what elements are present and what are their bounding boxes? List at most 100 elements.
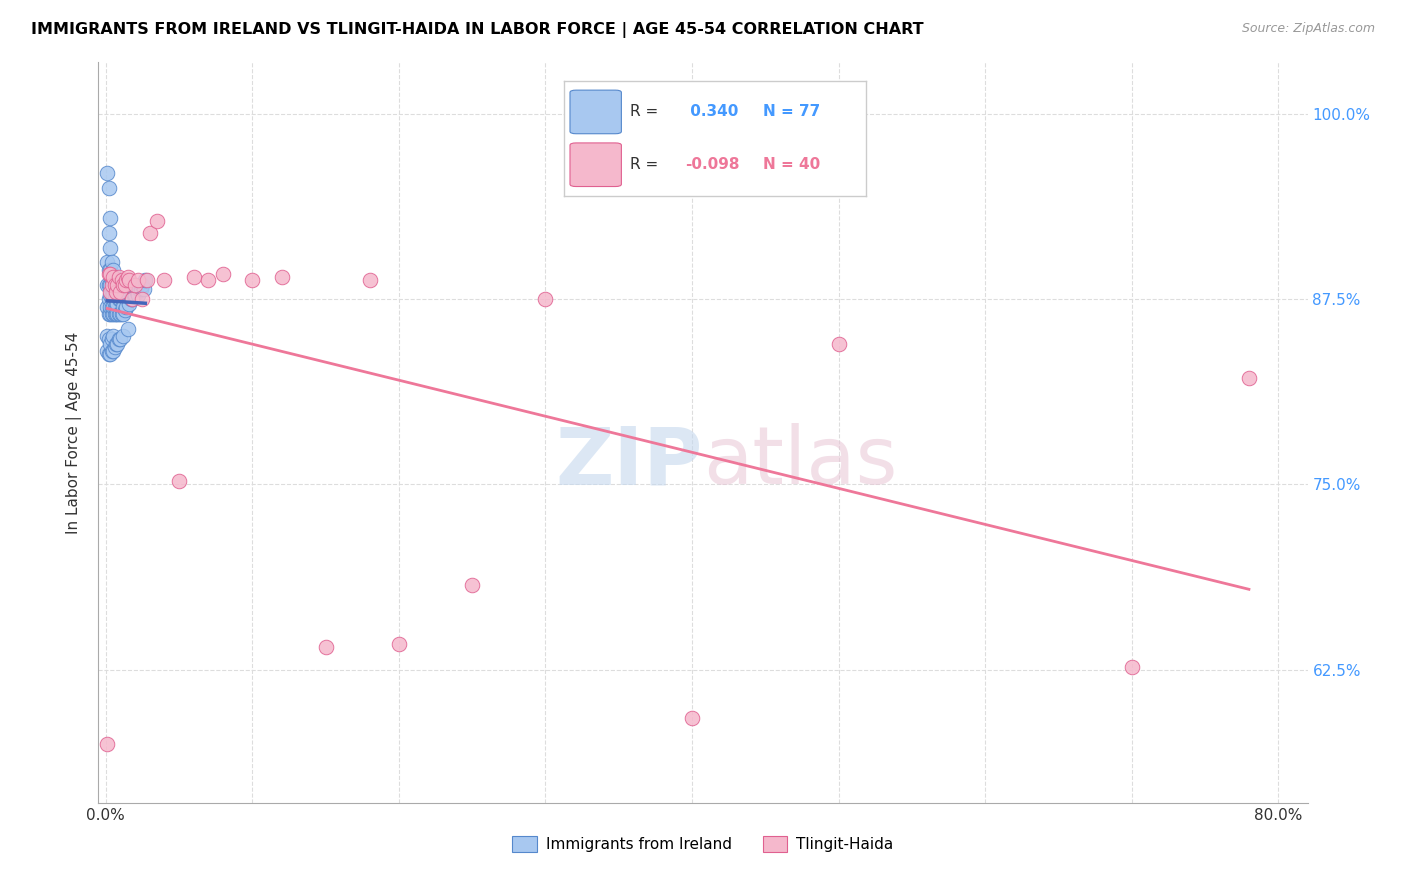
Point xyxy=(146,214,169,228)
Point xyxy=(112,307,135,321)
Point xyxy=(103,340,125,354)
Point xyxy=(131,293,153,307)
Point xyxy=(135,273,157,287)
Point xyxy=(270,270,292,285)
Point xyxy=(97,267,120,281)
Point xyxy=(110,285,132,299)
Point xyxy=(117,322,139,336)
Point xyxy=(121,293,143,307)
Point xyxy=(108,270,131,285)
Point xyxy=(98,211,121,225)
Point xyxy=(105,285,128,299)
Point xyxy=(96,329,118,343)
Point xyxy=(197,273,219,287)
Point xyxy=(120,293,142,307)
Point xyxy=(105,285,128,299)
Point xyxy=(97,181,120,195)
Point xyxy=(115,273,138,287)
Point xyxy=(98,300,121,314)
Point xyxy=(96,344,118,359)
Point xyxy=(1237,371,1260,385)
Point xyxy=(122,288,145,302)
Point xyxy=(100,307,122,321)
Point xyxy=(167,475,190,489)
Point xyxy=(461,578,484,592)
Point xyxy=(108,307,131,321)
Point xyxy=(103,300,125,314)
Point xyxy=(98,347,121,361)
Point xyxy=(110,307,132,321)
Point xyxy=(97,332,120,346)
Point xyxy=(115,300,138,314)
Point xyxy=(388,637,411,651)
Point xyxy=(100,273,122,287)
Point xyxy=(101,307,124,321)
Point xyxy=(118,297,141,311)
Point xyxy=(121,293,143,307)
Point xyxy=(359,273,381,287)
Point xyxy=(127,273,149,287)
Point xyxy=(108,293,131,307)
Point xyxy=(111,293,134,307)
Point xyxy=(107,336,129,351)
Point xyxy=(110,332,132,346)
Legend: Immigrants from Ireland, Tlingit-Haida: Immigrants from Ireland, Tlingit-Haida xyxy=(506,830,900,858)
Point xyxy=(101,344,124,359)
Point xyxy=(111,307,134,321)
Point xyxy=(96,737,118,751)
Point xyxy=(128,282,150,296)
Point xyxy=(105,307,128,321)
Point xyxy=(98,285,121,299)
Point xyxy=(98,262,121,277)
Point xyxy=(129,282,152,296)
Text: atlas: atlas xyxy=(703,423,897,501)
Point xyxy=(98,277,121,292)
Point xyxy=(100,277,122,292)
Point xyxy=(112,277,135,292)
Point xyxy=(101,277,124,292)
Point xyxy=(118,273,141,287)
Point xyxy=(107,285,129,299)
Point xyxy=(134,273,156,287)
Point xyxy=(96,277,118,292)
Point xyxy=(107,297,129,311)
Point xyxy=(117,270,139,285)
Point xyxy=(112,300,135,314)
Point xyxy=(132,282,155,296)
Point xyxy=(110,293,132,307)
Point xyxy=(108,332,131,346)
Point xyxy=(101,262,124,277)
Point xyxy=(97,277,120,292)
Point xyxy=(101,270,124,285)
Point xyxy=(101,329,124,343)
Point xyxy=(183,270,205,285)
Point xyxy=(131,277,153,292)
Point xyxy=(103,277,125,292)
Point xyxy=(98,336,121,351)
Point xyxy=(124,277,146,292)
Point xyxy=(107,307,129,321)
Point xyxy=(98,307,121,321)
Point xyxy=(125,285,148,299)
Text: Source: ZipAtlas.com: Source: ZipAtlas.com xyxy=(1241,22,1375,36)
Point xyxy=(101,288,124,302)
Point xyxy=(534,293,557,307)
Point xyxy=(97,347,120,361)
Point xyxy=(212,267,235,281)
Point xyxy=(97,226,120,240)
Point xyxy=(112,329,135,343)
Text: IMMIGRANTS FROM IRELAND VS TLINGIT-HAIDA IN LABOR FORCE | AGE 45-54 CORRELATION : IMMIGRANTS FROM IRELAND VS TLINGIT-HAIDA… xyxy=(31,22,924,38)
Point xyxy=(98,240,121,254)
Point xyxy=(105,297,128,311)
Point xyxy=(103,288,125,302)
Point xyxy=(240,273,263,287)
Point xyxy=(127,288,149,302)
Point xyxy=(100,332,122,346)
Point xyxy=(98,288,121,302)
Point xyxy=(96,166,118,180)
Point xyxy=(681,711,703,725)
Point xyxy=(103,307,125,321)
Point xyxy=(101,300,124,314)
Point xyxy=(111,273,134,287)
Point xyxy=(98,267,121,281)
